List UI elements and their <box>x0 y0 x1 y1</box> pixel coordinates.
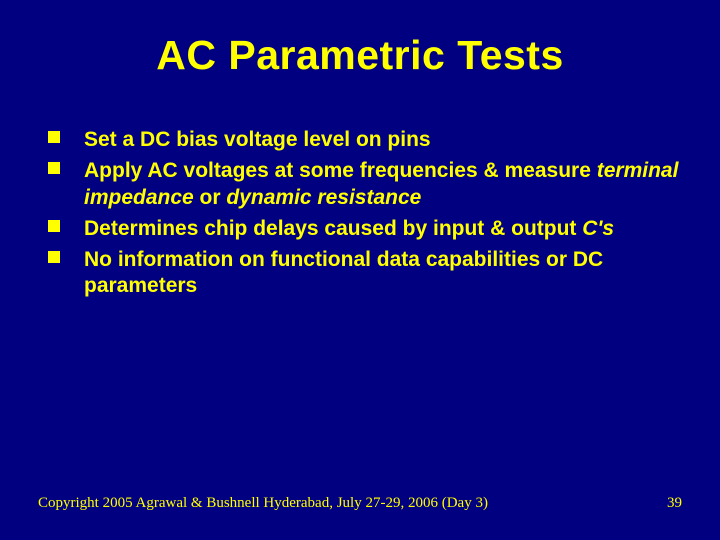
bullet-text: Set a DC bias voltage level on pins <box>84 128 431 151</box>
bullet-item: Determines chip delays caused by input &… <box>48 216 682 243</box>
bullet-item: No information on functional data capabi… <box>48 247 682 301</box>
bullet-list: Set a DC bias voltage level on pins Appl… <box>38 127 682 300</box>
square-bullet-icon <box>48 162 60 174</box>
bullet-item: Set a DC bias voltage level on pins <box>48 127 682 154</box>
slide-footer: Copyright 2005 Agrawal & Bushnell Hydera… <box>38 495 682 512</box>
bullet-text: Apply AC voltages at some frequencies & … <box>84 159 678 209</box>
square-bullet-icon <box>48 251 60 263</box>
slide-title: AC Parametric Tests <box>38 32 682 79</box>
bullet-text: Determines chip delays caused by input &… <box>84 217 614 240</box>
bullet-text: No information on functional data capabi… <box>84 248 603 298</box>
square-bullet-icon <box>48 220 60 232</box>
bullet-item: Apply AC voltages at some frequencies & … <box>48 158 682 212</box>
footer-copyright: Copyright 2005 Agrawal & Bushnell Hydera… <box>38 495 488 512</box>
footer-page-number: 39 <box>667 495 682 512</box>
slide: AC Parametric Tests Set a DC bias voltag… <box>0 0 720 540</box>
square-bullet-icon <box>48 131 60 143</box>
